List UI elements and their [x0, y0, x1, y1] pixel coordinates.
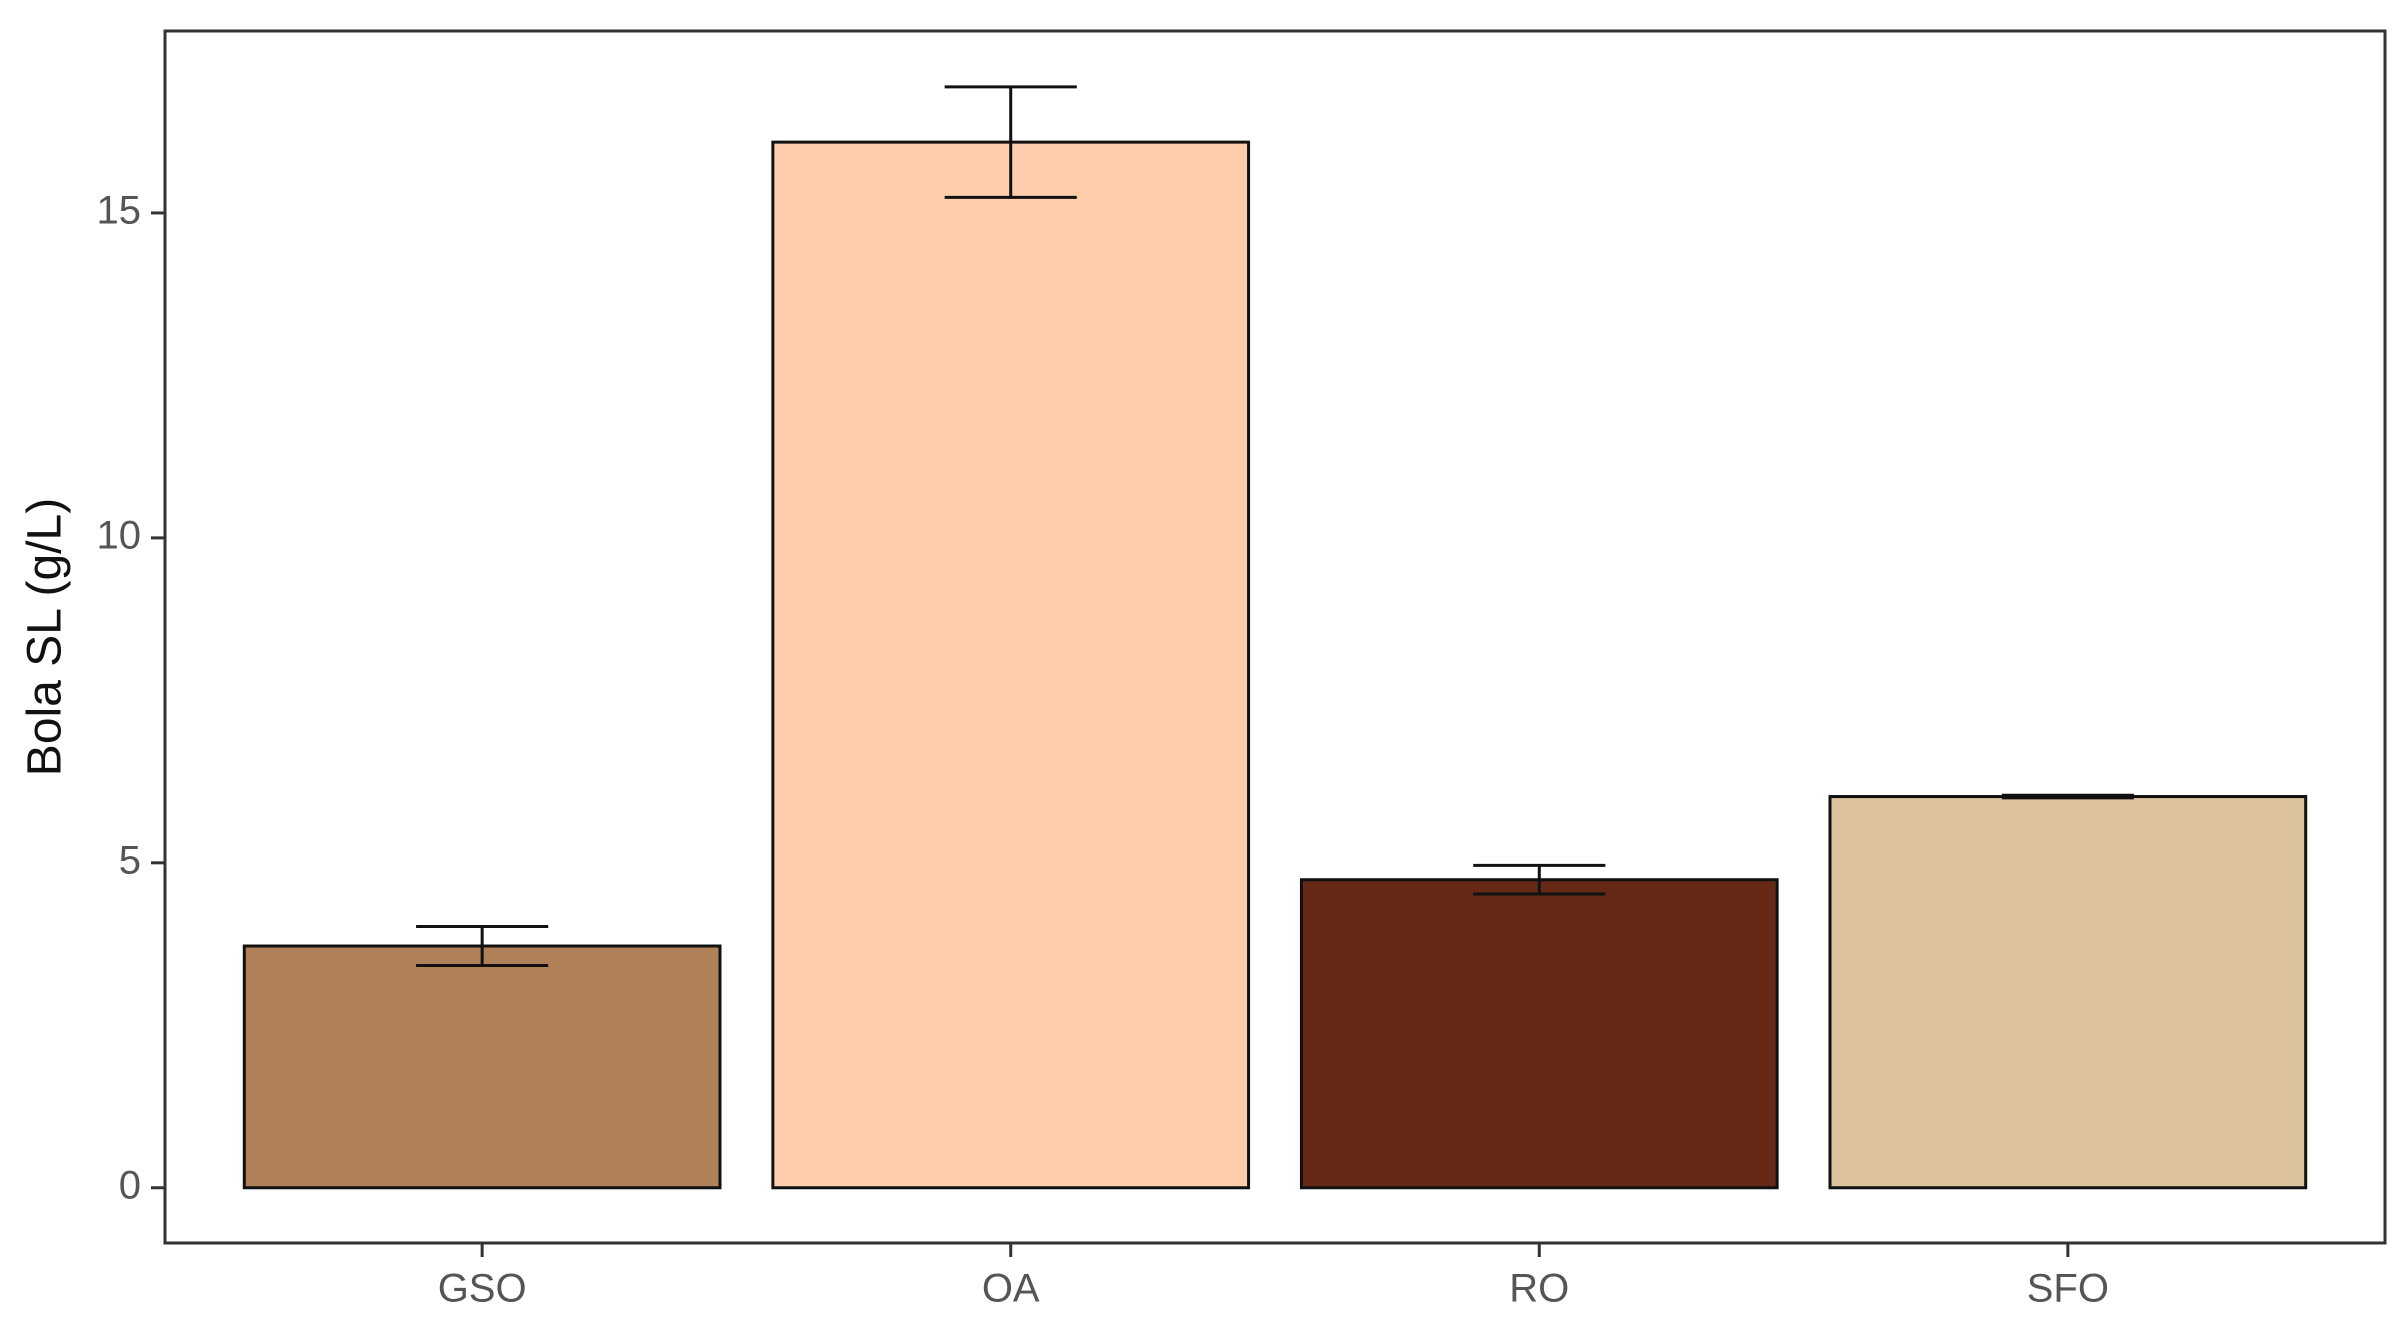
x-tick-label: GSO [438, 1267, 527, 1311]
y-tick-label: 10 [97, 513, 142, 557]
bar [771, 140, 1251, 1190]
x-tick-label: OA [982, 1267, 1040, 1311]
bar [1299, 878, 1779, 1190]
x-tick-label: SFO [2027, 1267, 2109, 1311]
y-axis-title: Bola SL (g/L) [19, 498, 72, 776]
y-tick-label: 0 [119, 1163, 141, 1207]
panel-border [163, 29, 2387, 1245]
y-tick-label: 15 [97, 189, 142, 233]
x-tick-label: RO [1509, 1267, 1569, 1311]
bar [1828, 795, 2308, 1190]
y-tick-label: 5 [119, 838, 141, 882]
bar [242, 944, 722, 1190]
